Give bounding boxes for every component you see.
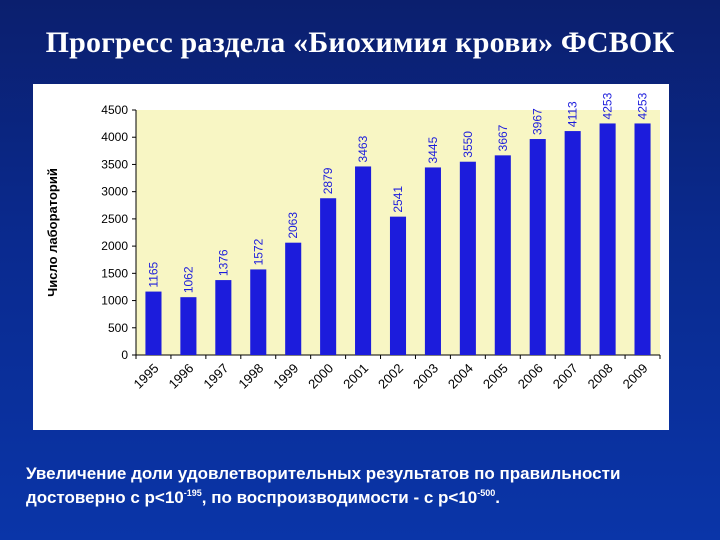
bar-2001 <box>355 166 372 355</box>
slide-caption: Увеличение доли удовлетворительных резул… <box>26 462 706 510</box>
data-label: 1376 <box>216 249 230 276</box>
bar-chart: 0 500 1000 1500 2000 2500 3000 3500 4000 4500 Числ… <box>45 92 661 392</box>
caption-exponent-2: -500 <box>477 488 496 498</box>
x-tick-label: 2007 <box>550 361 581 392</box>
x-tick-label: 2008 <box>585 361 616 392</box>
data-label: 2541 <box>391 186 405 213</box>
data-label: 3967 <box>531 108 545 135</box>
y-tick-label: 2500 <box>101 212 128 226</box>
y-tick-label: 1000 <box>101 294 128 308</box>
data-label: 3550 <box>461 131 475 158</box>
bar-1998 <box>250 269 267 355</box>
data-label: 2879 <box>321 167 335 194</box>
data-label: 3667 <box>496 124 510 151</box>
caption-text-3: . <box>495 488 500 507</box>
x-tick-label: 2003 <box>410 361 441 392</box>
bar-1995 <box>145 291 162 355</box>
caption-text-1: Увеличение доли удовлетворительных резул… <box>26 464 621 507</box>
y-axis-title: Число лабораторий <box>45 168 60 297</box>
bar-2006 <box>529 139 546 355</box>
data-label: 4253 <box>636 92 650 119</box>
data-label: 3463 <box>356 135 370 162</box>
data-label: 1062 <box>181 266 195 293</box>
x-tick-label: 1997 <box>200 361 231 392</box>
data-label: 3445 <box>426 136 440 163</box>
data-label: 4253 <box>601 92 615 119</box>
y-tick-label: 4500 <box>101 103 128 117</box>
bar-2002 <box>389 216 407 355</box>
data-label: 1165 <box>146 261 160 287</box>
bar-1999 <box>285 242 302 355</box>
bar-2008 <box>599 123 616 355</box>
y-tick-label: 3500 <box>101 157 128 171</box>
x-tick-label: 1999 <box>270 361 301 392</box>
bar-2005 <box>494 155 511 355</box>
x-tick-label: 2000 <box>305 361 336 392</box>
caption-text-2: , по воспроизводимости - с p<10 <box>201 488 478 507</box>
bar-1997 <box>215 280 232 355</box>
x-tick-label: 2004 <box>445 361 476 392</box>
y-tick-label: 1500 <box>101 266 128 280</box>
bar-2007 <box>564 131 581 355</box>
data-label: 4113 <box>566 101 580 127</box>
x-tick-label: 1998 <box>235 361 266 392</box>
x-tick-label: 2002 <box>375 361 406 392</box>
y-tick-label: 3000 <box>101 185 128 199</box>
caption-exponent-1: -195 <box>183 488 202 498</box>
bar-2004 <box>459 161 476 355</box>
y-tick-label: 4000 <box>101 130 128 144</box>
bar-1996 <box>180 297 197 355</box>
x-tick-label: 2001 <box>340 361 371 392</box>
x-tick-label: 2005 <box>480 361 511 392</box>
bar-2000 <box>320 198 337 355</box>
x-tick-label: 2009 <box>620 361 651 392</box>
y-tick-label: 2000 <box>101 239 128 253</box>
bar-2009 <box>634 123 651 355</box>
data-label: 1572 <box>251 238 265 265</box>
x-tick-label: 1996 <box>165 361 196 392</box>
data-label: 2063 <box>286 212 300 239</box>
slide-title: Прогресс раздела «Биохимия крови» ФСВОК <box>45 26 675 59</box>
x-tick-label: 1995 <box>131 361 162 392</box>
x-tick-label: 2006 <box>515 361 546 392</box>
bar-2003 <box>424 167 441 355</box>
y-tick-label: 500 <box>108 321 128 335</box>
y-tick-label: 0 <box>121 348 128 362</box>
chart-panel: 0 500 1000 1500 2000 2500 3000 3500 4000 4500 Числ… <box>33 84 669 430</box>
